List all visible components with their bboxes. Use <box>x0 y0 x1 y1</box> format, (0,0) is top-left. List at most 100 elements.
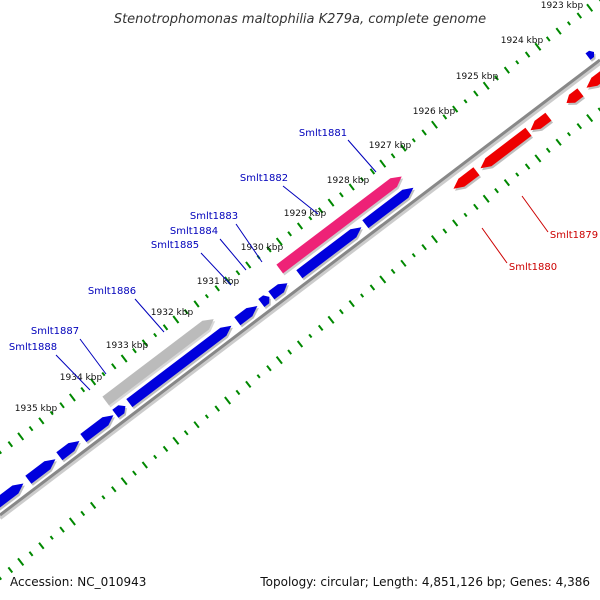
gc-dash-outer <box>287 231 293 237</box>
gc-dash-inner <box>7 566 14 574</box>
gc-dash-inner <box>287 349 293 355</box>
kbp-tick-label: 1930 kbp <box>241 243 284 253</box>
gc-dash-outer <box>204 293 209 299</box>
gc-dash-inner <box>256 374 261 379</box>
kbp-tick-label: 1933 kbp <box>106 341 149 351</box>
gc-dash-outer <box>317 207 324 214</box>
forward-gene-arrow[interactable] <box>258 295 270 307</box>
gc-dash-outer <box>482 81 490 90</box>
kbp-tick-label: 1934 kbp <box>60 373 103 383</box>
gc-dash-outer <box>360 177 365 182</box>
pseudo-gene-arrow[interactable] <box>102 319 214 406</box>
gc-dash-outer <box>162 324 169 331</box>
gene-label-smlt1879[interactable]: Smlt1879 <box>550 230 598 241</box>
gc-dash-outer <box>576 12 583 19</box>
forward-gene-arrow[interactable] <box>56 441 80 461</box>
gc-dash-outer <box>193 300 200 308</box>
reverse-gene-arrow[interactable] <box>453 167 480 189</box>
gc-dash-inner <box>400 259 407 267</box>
gene-leader-line <box>235 223 263 263</box>
gc-dash-outer <box>38 417 45 425</box>
gc-dash-inner <box>555 138 562 146</box>
gc-dash-inner <box>204 414 209 419</box>
accession-label: Accession: NC_010943 <box>10 575 146 589</box>
gc-dash-outer <box>0 450 3 455</box>
gc-dash-inner <box>28 551 34 557</box>
gene-label-smlt1882[interactable]: Smlt1882 <box>240 173 288 184</box>
reverse-gene-arrow[interactable] <box>566 88 584 103</box>
gc-dash-inner <box>59 526 65 533</box>
gc-dash-inner <box>348 300 355 308</box>
gc-dash-outer <box>545 36 551 42</box>
forward-gene-arrow[interactable] <box>112 405 126 418</box>
gc-dash-inner <box>317 324 324 332</box>
gc-dash-outer <box>172 315 180 324</box>
reverse-gene-arrow[interactable] <box>586 67 600 88</box>
gc-dash-outer <box>28 425 34 432</box>
gene-label-smlt1888[interactable]: Smlt1888 <box>9 342 57 353</box>
gc-dash-inner <box>379 275 387 284</box>
genome-summary: Topology: circular; Length: 4,851,126 bp… <box>259 575 590 589</box>
gc-dash-inner <box>597 107 600 112</box>
gc-dash-inner <box>224 396 232 405</box>
reverse-gene-arrow[interactable] <box>530 112 552 131</box>
gc-dash-outer <box>400 144 407 152</box>
gene-leader-line <box>200 252 232 286</box>
forward-gene-arrow[interactable] <box>80 415 114 442</box>
gene-label-smlt1887[interactable]: Smlt1887 <box>31 326 79 337</box>
gc-dash-outer <box>566 21 571 26</box>
gc-dash-outer <box>369 168 376 175</box>
gc-dash-outer <box>153 332 158 338</box>
gene-leader-line <box>521 195 549 233</box>
gc-dash-outer <box>494 75 499 81</box>
gene-label-smlt1880[interactable]: Smlt1880 <box>509 262 557 273</box>
gc-dash-outer <box>390 153 396 159</box>
kbp-tick-label: 1924 kbp <box>501 36 544 46</box>
forward-gene-arrow[interactable] <box>296 227 362 279</box>
forward-gene-arrow[interactable] <box>126 325 232 408</box>
gene-leader-line <box>282 185 319 215</box>
gc-dash-inner <box>111 486 117 493</box>
gc-dash-outer <box>534 42 542 51</box>
forward-gene-arrow[interactable] <box>585 50 595 60</box>
kbp-tick-label: 1929 kbp <box>284 209 327 219</box>
gc-dash-inner <box>101 495 106 500</box>
forward-gene-arrow[interactable] <box>234 306 258 326</box>
gc-dash-inner <box>214 405 220 412</box>
kbp-tick-label: 1931 kbp <box>197 277 240 287</box>
gc-dash-outer <box>339 192 344 198</box>
forward-gene-arrow[interactable] <box>0 483 24 511</box>
gc-dash-inner <box>183 430 189 436</box>
gc-dash-inner <box>369 284 376 291</box>
gc-dash-outer <box>515 60 520 65</box>
gc-dash-outer <box>120 354 128 363</box>
kbp-tick-label: 1928 kbp <box>327 176 370 186</box>
forward-gene-arrow[interactable] <box>268 283 288 300</box>
gc-dash-outer <box>49 410 54 416</box>
gene-label-smlt1886[interactable]: Smlt1886 <box>88 286 136 297</box>
gc-dash-inner <box>172 436 180 445</box>
gc-dash-inner <box>442 228 448 234</box>
kbp-tick-label: 1935 kbp <box>15 404 58 414</box>
gene-label-smlt1884[interactable]: Smlt1884 <box>170 226 218 237</box>
kbp-ruler: 1923 kbp 1924 kbp 1925 kbp 1926 kbp 1927 kbp… <box>15 1 584 414</box>
highlight-gene-arrow[interactable] <box>276 176 402 274</box>
gc-dash-inner <box>515 172 520 177</box>
gene-leader-line <box>347 139 377 173</box>
gene-label-smlt1883[interactable]: Smlt1883 <box>190 211 238 222</box>
gene-label-smlt1885[interactable]: Smlt1885 <box>151 240 199 251</box>
gc-dash-inner <box>494 188 499 194</box>
reverse-gene-arrow[interactable] <box>480 127 532 169</box>
kbp-tick-label: 1923 kbp <box>541 1 584 11</box>
gc-dash-outer <box>308 216 313 221</box>
forward-gene-arrow[interactable] <box>362 187 414 229</box>
gc-dash-outer <box>411 138 416 143</box>
gene-label-smlt1881[interactable]: Smlt1881 <box>299 128 347 139</box>
gc-dash-inner <box>503 179 511 187</box>
gc-dash-outer <box>141 339 148 347</box>
gene-labels: Smlt1881 Smlt1882 Smlt1883 Smlt1884 Smlt1885… <box>9 128 598 353</box>
gc-dash-outer <box>586 3 594 12</box>
forward-gene-arrow[interactable] <box>25 459 56 484</box>
gc-dash-inner <box>275 356 283 365</box>
gc-dash-outer <box>463 99 468 104</box>
